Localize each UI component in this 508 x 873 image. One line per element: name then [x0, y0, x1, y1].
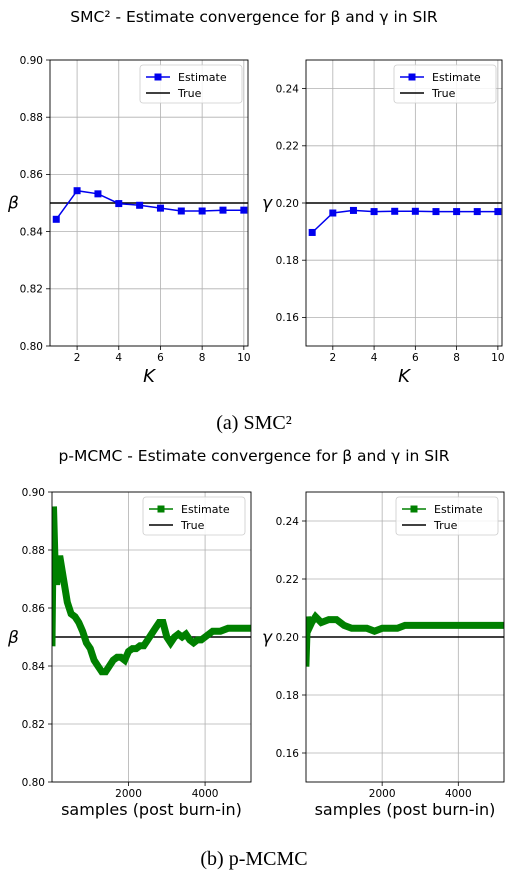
x-axis-label: samples (post burn-in) [315, 800, 496, 819]
y-tick-label: 0.88 [20, 112, 43, 124]
y-tick-label: 0.18 [276, 255, 299, 267]
estimate-marker [136, 201, 144, 209]
estimate-series [306, 611, 504, 667]
x-tick-label: 6 [157, 352, 164, 364]
y-tick-label: 0.22 [276, 141, 299, 153]
x-axis-label: K [398, 366, 411, 387]
y-tick-label: 0.24 [276, 83, 300, 95]
estimate-marker [391, 207, 399, 215]
x-tick-label: 2 [74, 352, 81, 364]
legend-estimate-label: Estimate [178, 71, 227, 84]
y-tick-label: 0.80 [20, 341, 43, 353]
y-tick-label: 0.24 [276, 516, 300, 528]
caption-b: (b) p-MCMC [200, 848, 308, 870]
legend-estimate-marker [408, 73, 416, 81]
estimate-marker [453, 208, 461, 216]
x-axis-label: K [143, 366, 156, 387]
legend-true-label: True [177, 87, 202, 100]
x-tick-label: 8 [453, 352, 460, 364]
estimate-line [52, 506, 251, 676]
legend: Estimate True [142, 496, 246, 536]
y-axis-label: γ [262, 194, 273, 214]
chart-pmcmc-gamma: 2000 4000 0.16 0.18 0.20 0.22 0.24 γ samples (po… [262, 491, 505, 819]
y-tick-label: 0.86 [20, 169, 44, 181]
caption-a: (a) SMC² [216, 412, 292, 434]
x-tick-label: 8 [199, 352, 206, 364]
figure-title-b: p-MCMC - Estimate convergence for β and … [58, 447, 450, 465]
legend-estimate-marker [410, 505, 418, 513]
y-tick-label: 0.84 [22, 661, 46, 673]
estimate-marker [349, 206, 357, 214]
estimate-marker [240, 206, 248, 214]
x-tick-label: 10 [237, 352, 250, 364]
legend-true-label: True [180, 519, 205, 532]
x-tick-label: 4 [115, 352, 122, 364]
legend-estimate-label: Estimate [434, 503, 483, 516]
y-tick-label: 0.20 [276, 198, 299, 210]
legend-estimate-label: Estimate [181, 503, 230, 516]
plot-frame [51, 491, 252, 783]
y-tick-label: 0.82 [22, 719, 45, 731]
y-axis-label: β [7, 628, 19, 648]
y-tick-label: 0.90 [20, 55, 43, 67]
x-tick-label: 4000 [192, 788, 219, 800]
y-tick-label: 0.82 [20, 284, 43, 296]
legend: Estimate True [395, 496, 499, 536]
x-tick-label: 2 [329, 352, 336, 364]
estimate-marker [52, 215, 60, 223]
x-tick-label: 10 [491, 352, 504, 364]
estimate-marker [219, 206, 227, 214]
x-tick-label: 6 [412, 352, 419, 364]
estimate-marker [115, 200, 123, 208]
estimate-marker [494, 208, 502, 216]
x-tick-label: 4 [371, 352, 378, 364]
estimate-marker [473, 208, 481, 216]
estimate-series [52, 506, 251, 676]
figure-title-a: SMC² - Estimate convergence for β and γ … [70, 8, 438, 26]
estimate-marker [411, 207, 419, 215]
x-tick-label: 2000 [369, 788, 396, 800]
y-axis-label: γ [262, 628, 273, 648]
legend: Estimate True [139, 64, 243, 104]
y-tick-label: 0.80 [22, 777, 45, 789]
estimate-series [308, 206, 502, 236]
y-tick-label: 0.22 [276, 574, 299, 586]
estimate-line [55, 189, 244, 220]
y-tick-label: 0.88 [22, 545, 45, 557]
chart-pmcmc-beta: 2000 4000 0.80 0.82 0.84 0.86 0.88 0.90 β samples… [7, 487, 252, 819]
estimate-marker [370, 208, 378, 216]
x-axis-label: samples (post burn-in) [61, 800, 242, 819]
estimate-marker [308, 228, 316, 236]
estimate-marker [329, 209, 337, 217]
estimate-marker [156, 204, 164, 212]
legend-true-label: True [431, 87, 456, 100]
chart-smc2-gamma: 2 4 6 8 10 0.16 0.18 0.20 0.22 0.24 γ K Estimate True [262, 59, 505, 387]
estimate-series [52, 187, 248, 223]
x-tick-label: 2000 [115, 788, 142, 800]
estimate-marker [94, 190, 102, 198]
legend-estimate-label: Estimate [432, 71, 481, 84]
legend-estimate-marker [154, 73, 162, 81]
y-tick-label: 0.86 [22, 603, 46, 615]
chart-smc2-beta: 2 4 6 8 10 0.80 0.82 0.84 0.86 0.88 0.90 β K Estimate… [7, 55, 251, 387]
estimate-marker [177, 207, 185, 215]
x-tick-label: 4000 [445, 788, 472, 800]
legend-estimate-marker [157, 505, 165, 513]
estimate-marker [73, 187, 81, 195]
y-tick-label: 0.90 [22, 487, 45, 499]
y-axis-label: β [7, 194, 19, 214]
plot-frame [49, 59, 249, 347]
estimate-line [311, 209, 498, 234]
y-tick-label: 0.16 [276, 312, 300, 324]
y-tick-label: 0.18 [276, 690, 299, 702]
estimate-line [306, 611, 504, 667]
y-tick-label: 0.84 [20, 226, 44, 238]
legend-true-label: True [433, 519, 458, 532]
legend: Estimate True [393, 64, 497, 104]
y-tick-label: 0.20 [276, 632, 299, 644]
y-tick-label: 0.16 [276, 748, 300, 760]
estimate-marker [198, 207, 206, 215]
estimate-marker [432, 208, 440, 216]
